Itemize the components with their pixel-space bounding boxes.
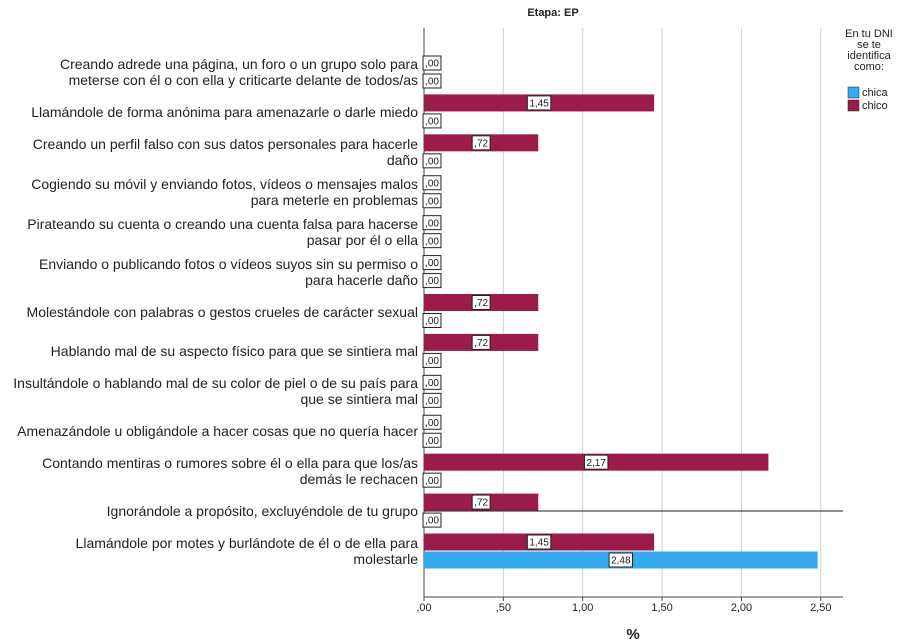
x-tick-label: ,00 — [416, 602, 431, 614]
value-label-box — [422, 175, 442, 191]
value-label-box — [526, 95, 552, 111]
legend-title: En tu DNI se te identifica como: — [845, 28, 893, 73]
value-label: 1,45 — [529, 538, 549, 549]
y-tick-label: Cogiendo su móvil y enviando fotos, víde… — [31, 175, 418, 208]
value-label-box — [422, 153, 442, 169]
y-tick-label: Creando adrede una página, un foro o un … — [59, 56, 418, 88]
value-label-box — [471, 295, 491, 310]
y-tick-label: Creando un perfil falso con sus datos pe… — [32, 135, 418, 168]
value-label: ,00 — [425, 276, 439, 287]
value-label: ,00 — [425, 77, 439, 88]
x-tick-label: 2,50 — [810, 602, 831, 614]
value-label-box — [422, 374, 442, 390]
y-tick-label: Enviando o publicando fotos o vídeos suy… — [38, 255, 418, 288]
value-label-box — [422, 414, 442, 430]
value-label-box — [422, 472, 442, 488]
value-label-box — [422, 233, 442, 249]
legend-swatch — [847, 86, 860, 99]
y-tick-label: Hablando mal de su aspecto físico para q… — [50, 343, 418, 360]
y-tick-label: Llamándole por motes y burlándote de él … — [75, 535, 418, 567]
value-label-box — [608, 552, 634, 568]
value-label: ,72 — [474, 498, 488, 509]
value-label: ,00 — [425, 476, 439, 487]
value-label: ,72 — [474, 138, 488, 149]
x-tick-label: 1,50 — [651, 602, 672, 614]
value-label-box — [422, 215, 442, 231]
value-label-box — [471, 135, 491, 151]
value-label-box — [422, 392, 442, 408]
value-label: ,00 — [425, 117, 439, 128]
legend-label: chico — [862, 100, 888, 112]
value-label: ,00 — [425, 218, 439, 229]
y-tick-label: Ignorándole a propósito, excluyéndole de… — [106, 503, 418, 520]
y-tick-label: Amenazándole u obligándole a hacer cosas… — [17, 423, 418, 440]
value-label: ,00 — [425, 196, 439, 207]
value-label-box — [526, 534, 552, 550]
value-label-box — [422, 432, 442, 448]
y-tick-label: Llamándole de forma anónima para amenaza… — [31, 103, 418, 120]
value-label: ,00 — [425, 59, 439, 70]
value-label-box — [422, 512, 442, 528]
value-label: ,00 — [425, 178, 439, 189]
value-label-box — [422, 313, 442, 328]
value-label: ,00 — [425, 258, 439, 269]
x-tick-label: 1,00 — [572, 602, 593, 614]
value-label-box — [422, 193, 442, 209]
y-tick-label: Contando mentiras o rumores sobre él o e… — [42, 455, 418, 488]
value-label-box — [471, 494, 491, 510]
chart-title: Etapa: EP — [527, 7, 578, 19]
value-label: ,72 — [474, 338, 488, 349]
value-label-box — [583, 454, 609, 470]
value-label: 2,48 — [611, 556, 631, 567]
value-label: ,00 — [425, 236, 439, 247]
value-label: ,72 — [474, 298, 488, 309]
value-label-box — [422, 113, 442, 129]
value-label-box — [422, 352, 442, 368]
value-label: ,00 — [425, 378, 439, 389]
y-tick-label: Insultándole o hablando mal de su color … — [13, 375, 418, 408]
value-label: ,00 — [425, 396, 439, 407]
value-label: ,00 — [425, 356, 439, 367]
value-label: 1,45 — [529, 99, 549, 110]
value-label: ,00 — [425, 156, 439, 167]
value-label: ,00 — [425, 418, 439, 429]
y-tick-label: Molestándole con palabras o gestos cruel… — [26, 303, 418, 320]
value-label: ,00 — [425, 516, 439, 527]
y-tick-label: Pirateando su cuenta o creando una cuent… — [27, 215, 418, 248]
value-label: ,00 — [425, 316, 439, 327]
x-tick-label: ,50 — [496, 602, 511, 614]
value-label-box — [422, 273, 442, 289]
value-label-box — [422, 55, 442, 71]
value-label-box — [422, 255, 442, 271]
x-axis-label: % — [626, 626, 639, 643]
legend-label: chica — [862, 87, 889, 99]
value-label: ,00 — [425, 436, 439, 447]
x-tick-label: 2,00 — [731, 602, 752, 614]
legend-swatch — [847, 99, 860, 112]
value-label: 2,17 — [586, 458, 606, 469]
value-label-box — [422, 73, 442, 89]
value-label-box — [471, 334, 491, 350]
